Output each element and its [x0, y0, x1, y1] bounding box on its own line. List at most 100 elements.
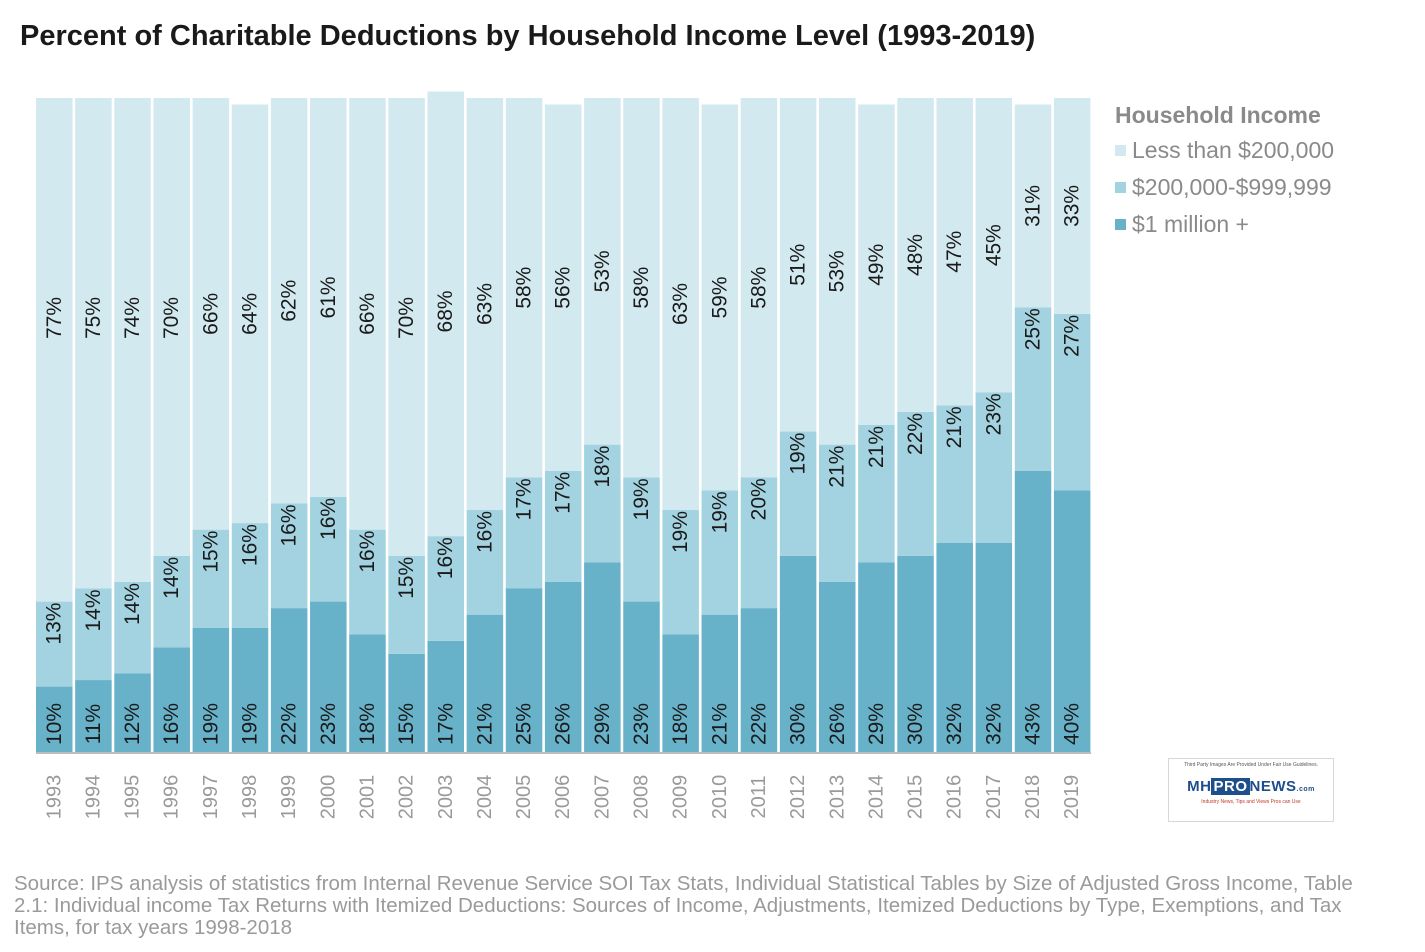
x-tick-label-2015: 2015 — [905, 775, 927, 820]
logo-mh: MH — [1187, 778, 1211, 795]
legend-swatch-200k-999k — [1115, 182, 1126, 193]
legend-title: Household Income — [1115, 102, 1321, 129]
mhpronews-logo: MH PRO NEWS.com — [1169, 778, 1333, 795]
x-tick-label-2014: 2014 — [865, 775, 887, 820]
mhpronews-badge: Third Party Images Are Provided Under Fa… — [1168, 758, 1334, 822]
data-label-1-million-2007: 29% — [591, 703, 614, 745]
data-label-1-million-2014: 29% — [865, 703, 888, 745]
data-label-less-than-200-000-2011: 58% — [747, 267, 770, 309]
badge-notice: Third Party Images Are Provided Under Fa… — [1169, 762, 1333, 768]
x-tick-label-2012: 2012 — [787, 775, 809, 820]
data-label-1-million-2015: 30% — [904, 703, 927, 745]
x-tick-label-2002: 2002 — [396, 775, 418, 820]
data-label-200-000-999-999-2014: 21% — [865, 426, 888, 468]
x-tick-label-2003: 2003 — [435, 775, 457, 820]
x-tick-label-2001: 2001 — [356, 775, 378, 820]
data-label-200-000-999-999-2000: 16% — [317, 498, 340, 540]
data-label-200-000-999-999-2006: 17% — [552, 472, 575, 514]
x-tick-label-2006: 2006 — [552, 775, 574, 820]
data-label-less-than-200-000-2000: 61% — [317, 276, 340, 318]
x-tick-label-2017: 2017 — [983, 775, 1005, 820]
data-label-200-000-999-999-2012: 19% — [787, 433, 810, 475]
data-label-200-000-999-999-1993: 13% — [43, 603, 66, 645]
data-label-200-000-999-999-2004: 16% — [473, 511, 496, 553]
data-label-1-million-2019: 40% — [1061, 703, 1084, 745]
legend-swatch-million-plus — [1115, 219, 1126, 230]
data-label-200-000-999-999-1996: 14% — [160, 557, 183, 599]
logo-pro: PRO — [1211, 778, 1249, 795]
x-tick-label-2011: 2011 — [748, 775, 770, 818]
data-label-1-million-2013: 26% — [826, 703, 849, 745]
logo-news: NEWS — [1250, 778, 1297, 795]
data-label-200-000-999-999-2019: 27% — [1061, 315, 1084, 357]
data-label-200-000-999-999-2001: 16% — [356, 531, 379, 573]
data-label-1-million-1994: 11% — [82, 704, 105, 744]
x-tick-label-2010: 2010 — [709, 775, 731, 820]
data-label-less-than-200-000-2008: 58% — [630, 267, 653, 309]
legend-item-200k-999k: $200,000-$999,999 — [1115, 174, 1332, 201]
data-label-200-000-999-999-2017: 23% — [982, 393, 1005, 435]
source-note: Source: IPS analysis of statistics from … — [14, 873, 1374, 939]
x-tick-label-2004: 2004 — [474, 775, 496, 820]
data-label-200-000-999-999-2003: 16% — [434, 537, 457, 579]
data-label-less-than-200-000-1997: 66% — [199, 293, 222, 335]
data-label-200-000-999-999-2005: 17% — [513, 478, 536, 520]
data-label-less-than-200-000-2013: 53% — [826, 250, 849, 292]
data-label-less-than-200-000-2003: 68% — [434, 290, 457, 332]
x-tick-label-2013: 2013 — [826, 775, 848, 820]
data-label-200-000-999-999-1998: 16% — [239, 524, 262, 566]
x-tick-label-2018: 2018 — [1022, 775, 1044, 820]
x-tick-label-1995: 1995 — [122, 775, 144, 820]
data-label-less-than-200-000-2004: 63% — [473, 283, 496, 325]
data-label-200-000-999-999-2011: 20% — [747, 478, 770, 520]
data-label-1-million-2017: 32% — [982, 703, 1005, 745]
data-label-200-000-999-999-1995: 14% — [121, 583, 144, 625]
data-label-1-million-2008: 23% — [630, 703, 653, 745]
logo-com: .com — [1297, 786, 1315, 793]
data-label-less-than-200-000-2016: 47% — [943, 231, 966, 273]
badge-tagline: Industry News, Tips and Views Pros can U… — [1169, 799, 1333, 805]
data-label-less-than-200-000-1993: 77% — [43, 297, 66, 339]
x-tick-label-2000: 2000 — [317, 775, 339, 820]
data-label-less-than-200-000-2012: 51% — [787, 244, 810, 286]
data-label-1-million-1993: 10% — [43, 703, 66, 745]
data-label-1-million-2003: 17% — [434, 703, 457, 745]
data-label-200-000-999-999-1997: 15% — [199, 531, 222, 573]
data-label-200-000-999-999-1994: 14% — [82, 589, 105, 631]
data-label-200-000-999-999-2013: 21% — [826, 446, 849, 488]
data-label-1-million-2016: 32% — [943, 703, 966, 745]
data-label-200-000-999-999-2009: 19% — [669, 511, 692, 553]
data-label-200-000-999-999-2007: 18% — [591, 446, 614, 488]
legend-swatch-under-200k — [1115, 145, 1126, 156]
data-label-less-than-200-000-1999: 62% — [278, 280, 301, 322]
data-label-200-000-999-999-2018: 25% — [1022, 308, 1045, 350]
x-tick-label-2009: 2009 — [670, 775, 692, 820]
data-label-1-million-1998: 19% — [239, 703, 262, 745]
data-label-less-than-200-000-1996: 70% — [160, 297, 183, 339]
legend-item-million-plus: $1 million + — [1115, 211, 1249, 238]
data-label-less-than-200-000-2015: 48% — [904, 234, 927, 276]
data-label-1-million-2009: 18% — [669, 703, 692, 745]
x-tick-label-2016: 2016 — [944, 775, 966, 820]
data-label-less-than-200-000-2009: 63% — [669, 283, 692, 325]
data-label-1-million-1997: 19% — [199, 703, 222, 745]
bar-less-than-200-000-1993 — [36, 98, 73, 602]
data-label-1-million-2005: 25% — [513, 703, 536, 745]
data-label-1-million-1999: 22% — [278, 703, 301, 745]
legend-label-under-200k: Less than $200,000 — [1132, 137, 1334, 164]
data-label-200-000-999-999-2002: 15% — [395, 557, 418, 599]
data-label-less-than-200-000-2010: 59% — [708, 276, 731, 318]
legend-label-200k-999k: $200,000-$999,999 — [1132, 174, 1332, 201]
data-label-1-million-1995: 12% — [121, 703, 144, 745]
x-tick-label-1994: 1994 — [82, 775, 104, 820]
x-tick-label-1996: 1996 — [161, 775, 183, 820]
data-label-1-million-2000: 23% — [317, 703, 340, 745]
data-label-less-than-200-000-2014: 49% — [865, 244, 888, 286]
data-label-less-than-200-000-2002: 70% — [395, 297, 418, 339]
x-tick-label-2019: 2019 — [1061, 775, 1083, 820]
data-label-less-than-200-000-2019: 33% — [1061, 185, 1084, 227]
data-label-200-000-999-999-2015: 22% — [904, 413, 927, 455]
x-tick-label-1993: 1993 — [43, 775, 65, 820]
data-label-1-million-2002: 15% — [395, 703, 418, 745]
data-label-less-than-200-000-2001: 66% — [356, 293, 379, 335]
